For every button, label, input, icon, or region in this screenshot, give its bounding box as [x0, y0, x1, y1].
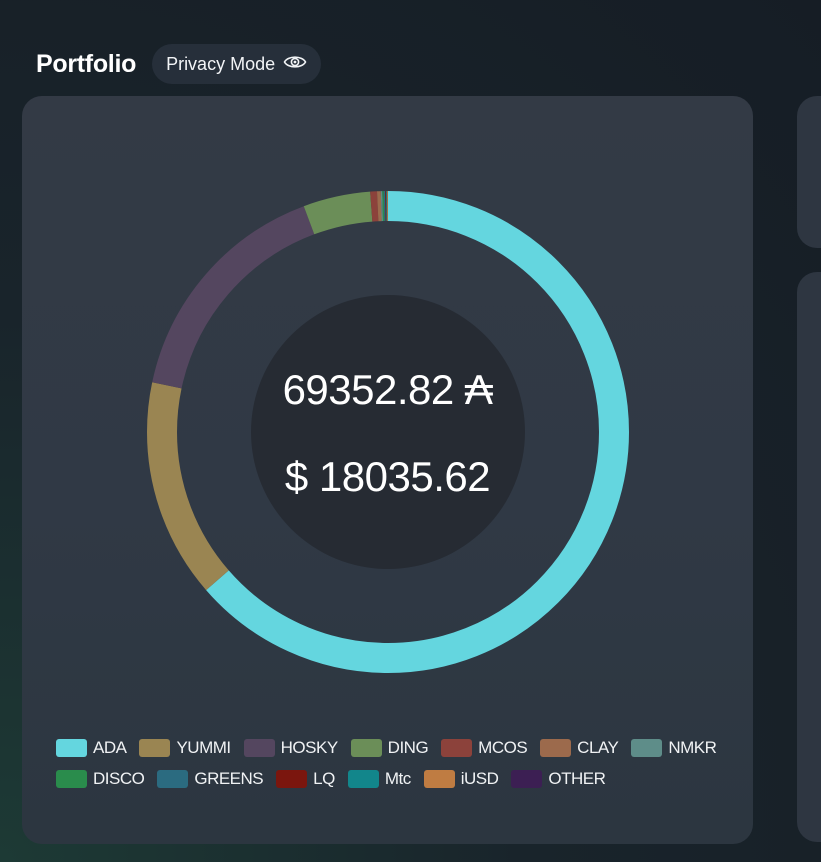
legend-label: GREENS [194, 769, 264, 788]
legend-swatch [347, 770, 379, 788]
legend-swatch [631, 739, 663, 757]
legend-item-yummi[interactable]: YUMMI [139, 738, 231, 758]
slice-iusd[interactable] [147, 191, 629, 673]
usd-total-value: 18035.62 [318, 453, 491, 500]
legend-swatch [423, 770, 455, 788]
legend-item-clay[interactable]: CLAY [540, 738, 619, 758]
legend-label: HOSKY [280, 738, 339, 757]
legend-item-nmkr[interactable]: NMKR [631, 738, 717, 758]
legend-item-ding[interactable]: DING [350, 738, 429, 758]
chart-legend: ADA YUMMI HOSKY DING MCOS CLAY NMKR DISCO GREENS… [56, 738, 746, 789]
legend-label: DING [387, 738, 429, 757]
slice-yummi[interactable] [147, 191, 629, 673]
legend-item-lq[interactable]: LQ [276, 769, 335, 789]
legend-label: OTHER [548, 769, 606, 788]
legend-item-disco[interactable]: DISCO [56, 769, 145, 789]
legend-label: LQ [313, 769, 335, 788]
donut-center [251, 295, 525, 569]
legend-swatch [139, 739, 171, 757]
legend-item-greens[interactable]: GREENS [157, 769, 264, 789]
legend-label: Mtc [384, 769, 411, 788]
legend-label: DISCO [93, 769, 145, 788]
legend-label: ADA [93, 738, 127, 757]
legend-item-mcos[interactable]: MCOS [441, 738, 528, 758]
legend-label: CLAY [577, 738, 619, 757]
legend-label: YUMMI [176, 738, 231, 757]
page-title: Portfolio [36, 49, 137, 78]
privacy-mode-label: Privacy Mode [166, 53, 276, 74]
portfolio-donut-chart [147, 191, 629, 673]
legend-label: MCOS [478, 738, 528, 757]
side-panel-top [797, 96, 821, 248]
legend-item-ada[interactable]: ADA [56, 738, 127, 758]
side-panel-bottom [797, 272, 821, 842]
legend-swatch [56, 770, 87, 788]
portfolio-header: Portfolio Privacy Mode [36, 44, 322, 84]
usd-total: $ 18035.62 [22, 453, 753, 501]
legend-label: NMKR [668, 738, 717, 757]
legend-label: iUSD [460, 769, 499, 788]
usd-currency-symbol: $ [284, 453, 308, 500]
legend-item-hosky[interactable]: HOSKY [243, 738, 339, 758]
legend-swatch [540, 739, 572, 757]
legend-swatch [441, 739, 473, 757]
legend-swatch [243, 739, 275, 757]
legend-item-iusd[interactable]: iUSD [423, 769, 499, 789]
legend-swatch [157, 770, 189, 788]
legend-item-other[interactable]: OTHER [511, 769, 606, 789]
legend-swatch [350, 739, 382, 757]
legend-swatch [276, 770, 308, 788]
ada-total-value: 69352.82 [282, 366, 455, 413]
legend-item-mtc[interactable]: Mtc [347, 769, 411, 789]
legend-swatch [511, 770, 543, 788]
portfolio-card: 69352.82 ₳ $ 18035.62 ADA YUMMI HOSKY DING M… [22, 96, 753, 844]
ada-total: 69352.82 ₳ [22, 366, 753, 414]
eye-icon [283, 53, 307, 76]
privacy-mode-button[interactable]: Privacy Mode [152, 44, 322, 84]
legend-swatch [56, 739, 87, 757]
ada-currency-symbol: ₳ [464, 366, 493, 413]
